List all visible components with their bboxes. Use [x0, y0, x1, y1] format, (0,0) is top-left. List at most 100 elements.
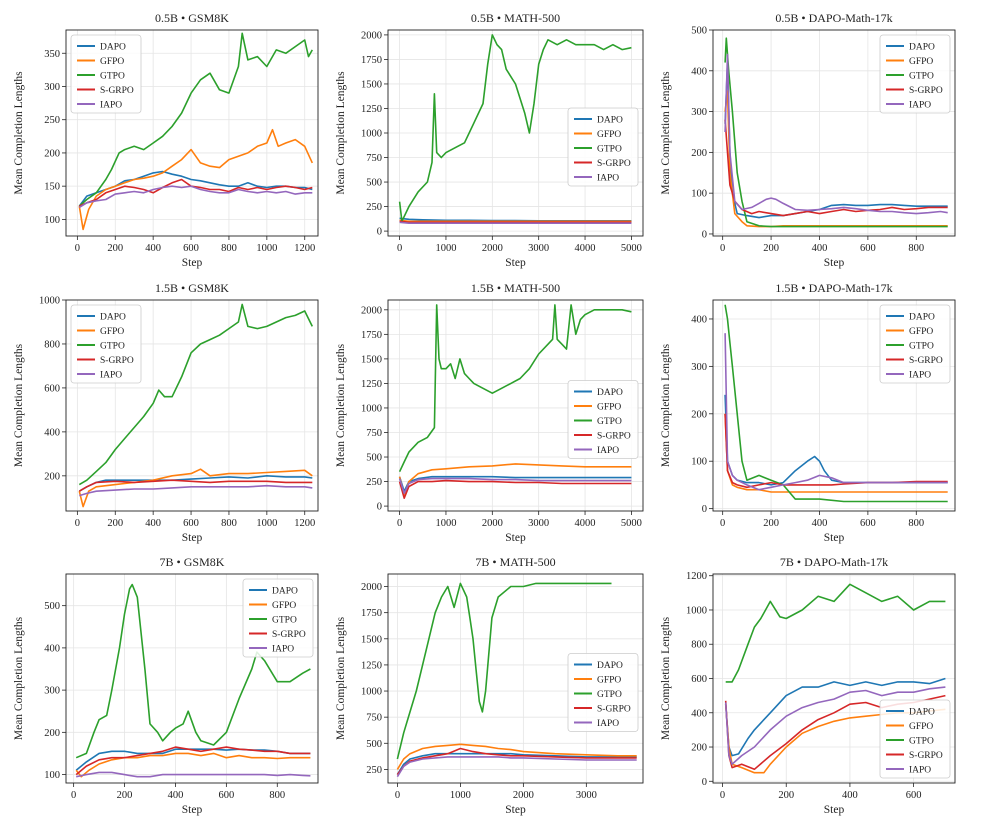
- x-tick-label: 3000: [576, 790, 597, 801]
- legend: DAPO GFPO GTPO S-GRPO IAPO: [567, 107, 639, 187]
- y-tick-label: 250: [366, 477, 382, 488]
- legend-label: GFPO: [909, 57, 933, 67]
- y-tick-label: 300: [691, 362, 707, 373]
- y-tick-label: 1250: [361, 379, 382, 390]
- series-line-iapo: [76, 771, 311, 778]
- y-tick-label: 800: [44, 339, 60, 350]
- x-tick-label: 600: [906, 790, 922, 801]
- legend-box: [70, 304, 142, 384]
- legend-label: GFPO: [272, 601, 296, 611]
- x-tick-label: 1000: [256, 243, 277, 254]
- legend-label: S-GRPO: [909, 86, 943, 96]
- y-tick-label: 500: [366, 453, 382, 464]
- y-tick-label: 1750: [361, 55, 382, 66]
- x-tick-label: 400: [145, 243, 161, 254]
- series-line-gtpo: [78, 303, 314, 486]
- legend: DAPO GFPO GTPO S-GRPO IAPO: [567, 380, 639, 459]
- y-tick-label: 400: [44, 427, 60, 438]
- x-tick-label: 0: [71, 790, 76, 801]
- series-line-gtpo: [398, 304, 632, 473]
- series-line-dapo: [399, 217, 632, 222]
- x-tick-label: 1000: [435, 243, 456, 254]
- x-tick-label: 0: [397, 518, 402, 529]
- y-tick-label: 1000: [39, 296, 60, 307]
- x-tick-label: 0: [720, 518, 725, 529]
- legend-box: [567, 380, 639, 459]
- legend-label: GFPO: [909, 327, 933, 337]
- y-tick-label: 300: [44, 686, 60, 697]
- x-tick-label: 800: [908, 518, 924, 529]
- chart-title: 1.5B • DAPO-Math-17k: [775, 281, 892, 295]
- series-line-s-grpo: [78, 178, 313, 207]
- series-line-s-grpo: [78, 479, 313, 492]
- x-tick-label: 3000: [528, 243, 549, 254]
- legend-label: S-GRPO: [909, 751, 943, 761]
- plot-frame: [712, 573, 956, 784]
- plot-frame: [387, 29, 644, 237]
- x-tick-label: 4000: [575, 243, 596, 254]
- y-axis-label: Mean Completion Lengths: [660, 616, 672, 740]
- series-line-gfpo: [398, 463, 632, 498]
- legend-label: DAPO: [909, 313, 935, 323]
- series-line-gtpo: [724, 304, 948, 503]
- legend-label: DAPO: [909, 708, 935, 718]
- legend-label: GTPO: [909, 342, 934, 352]
- x-tick-label: 1200: [294, 243, 315, 254]
- legend-label: IAPO: [909, 101, 931, 111]
- legend-label: GFPO: [597, 130, 621, 140]
- legend-label: IAPO: [909, 766, 931, 776]
- x-tick-label: 2000: [482, 518, 503, 529]
- y-tick-label: 300: [691, 107, 707, 118]
- y-tick-label: 1750: [361, 330, 382, 341]
- x-tick-label: 600: [860, 243, 876, 254]
- x-tick-label: 2000: [513, 790, 534, 801]
- legend-label: GFPO: [909, 722, 933, 732]
- plot-frame: [65, 29, 319, 237]
- y-tick-label: 200: [44, 728, 60, 739]
- series-line-gfpo: [75, 752, 311, 778]
- legend-label: IAPO: [100, 101, 122, 111]
- legend-box: [879, 699, 951, 779]
- y-tick-label: 750: [366, 153, 382, 164]
- series-line-gtpo: [724, 37, 948, 228]
- y-tick-label: 200: [44, 471, 60, 482]
- y-tick-label: 1500: [361, 634, 382, 645]
- y-tick-label: 250: [44, 115, 60, 126]
- x-tick-label: 1000: [450, 790, 471, 801]
- x-tick-label: 1000: [435, 518, 456, 529]
- x-tick-label: 800: [221, 518, 237, 529]
- series-line-gtpo: [78, 32, 313, 207]
- x-tick-label: 800: [269, 790, 285, 801]
- y-axis-label: Mean Completion Lengths: [660, 71, 672, 195]
- legend-label: GTPO: [272, 616, 297, 626]
- y-tick-label: 1250: [361, 660, 382, 671]
- y-axis-label: Mean Completion Lengths: [660, 343, 672, 467]
- chart-panel: 0 200 400 600 800 100 200 300 400 500 7B • GSM8K St…: [13, 555, 319, 816]
- legend-label: GFPO: [597, 403, 621, 413]
- legend-label: S-GRPO: [597, 159, 631, 169]
- legend-box: [879, 34, 951, 114]
- x-tick-label: 800: [221, 243, 237, 254]
- legend: DAPO GFPO GTPO S-GRPO IAPO: [879, 34, 951, 114]
- y-tick-label: 2000: [361, 30, 382, 41]
- x-tick-label: 600: [183, 243, 199, 254]
- y-tick-label: 1500: [361, 79, 382, 90]
- series-line-gtpo: [398, 34, 632, 223]
- chart-panel: 0 1000 2000 3000 250 500 750 1000 1250 1500 1750 20…: [335, 555, 644, 816]
- plot-frame: [65, 573, 319, 784]
- chart-panel: 0 200 400 600 800 0 100 200 300 400 500 0.5B • DAPO…: [660, 11, 956, 269]
- chart-title: 7B • DAPO-Math-17k: [780, 555, 888, 569]
- series-line-s-grpo: [724, 119, 948, 217]
- legend-box: [242, 578, 314, 658]
- x-tick-label: 0: [397, 243, 402, 254]
- plot-frame: [387, 299, 644, 512]
- legend-label: S-GRPO: [100, 356, 134, 366]
- x-tick-label: 1000: [256, 518, 277, 529]
- legend-box: [567, 653, 639, 732]
- chart-title: 1.5B • GSM8K: [155, 281, 229, 295]
- y-tick-label: 200: [691, 743, 707, 754]
- x-tick-label: 200: [763, 518, 779, 529]
- chart-panel: 0 1000 2000 3000 4000 5000 0 250 500 750 1000 1250 1…: [335, 281, 644, 544]
- y-tick-label: 250: [366, 202, 382, 213]
- y-tick-label: 500: [366, 178, 382, 189]
